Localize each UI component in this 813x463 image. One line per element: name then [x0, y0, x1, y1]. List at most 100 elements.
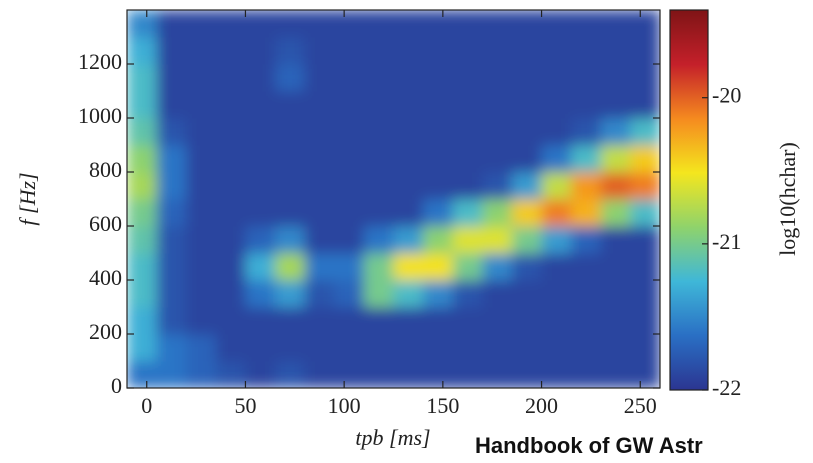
- heat-cell: [304, 253, 335, 281]
- heat-cell: [541, 172, 572, 200]
- heat-cell: [393, 118, 424, 146]
- heat-cell: [245, 118, 276, 146]
- heat-cell: [156, 145, 187, 173]
- heat-cell: [393, 226, 424, 254]
- heat-cell: [423, 361, 454, 388]
- heat-cell: [127, 91, 158, 119]
- heat-cell: [452, 145, 483, 173]
- heat-cell: [275, 226, 306, 254]
- heat-cell: [630, 10, 660, 38]
- heat-cell: [156, 10, 187, 38]
- heat-cell: [275, 280, 306, 308]
- heat-cell: [156, 280, 187, 308]
- heat-cell: [452, 307, 483, 335]
- heat-cell: [215, 253, 246, 281]
- heat-cell: [393, 172, 424, 200]
- heat-cell: [482, 64, 513, 92]
- heat-cell: [511, 226, 543, 254]
- heat-cell: [186, 10, 217, 38]
- heat-cell: [393, 145, 424, 173]
- heat-cell: [393, 37, 424, 65]
- heat-cell: [215, 118, 246, 146]
- heat-cell: [334, 91, 365, 119]
- heat-cell: [423, 172, 454, 200]
- heat-cell: [511, 280, 543, 308]
- heat-cell: [245, 199, 276, 227]
- heat-cell: [600, 37, 631, 65]
- heat-cell: [630, 253, 660, 281]
- heat-cell: [156, 64, 187, 92]
- heat-cell: [275, 334, 306, 362]
- heat-cell: [334, 172, 365, 200]
- heat-cell: [334, 199, 365, 227]
- heat-cell: [541, 64, 572, 92]
- heat-cell: [186, 361, 217, 388]
- heat-cell: [630, 64, 660, 92]
- heat-cell: [363, 253, 394, 281]
- heat-cell: [275, 361, 306, 388]
- heat-cell: [275, 64, 306, 92]
- heat-cell: [423, 334, 454, 362]
- heat-cell: [423, 91, 454, 119]
- heat-cell: [482, 91, 513, 119]
- heat-cell: [245, 91, 276, 119]
- heat-cell: [215, 280, 246, 308]
- x-tick-label: 100: [328, 393, 361, 418]
- heat-cell: [186, 334, 217, 362]
- x-tick-label: 200: [525, 393, 558, 418]
- heat-cell: [482, 199, 513, 227]
- heat-cell: [363, 10, 394, 38]
- heat-cell: [245, 226, 276, 254]
- heat-cell: [393, 91, 424, 119]
- heat-cell: [571, 118, 602, 146]
- heat-cell: [156, 91, 187, 119]
- heat-cell: [571, 199, 602, 227]
- heat-cell: [334, 280, 365, 308]
- heat-cell: [482, 226, 513, 254]
- heat-cell: [452, 199, 483, 227]
- heat-cell: [304, 10, 335, 38]
- heat-cell: [571, 91, 602, 119]
- heat-cell: [541, 280, 572, 308]
- heat-cell: [334, 37, 365, 65]
- heat-cell: [482, 334, 513, 362]
- heat-cell: [541, 145, 572, 173]
- heat-cell: [186, 118, 217, 146]
- heat-cell: [482, 145, 513, 173]
- heat-cell: [245, 64, 276, 92]
- colorbar: [669, 9, 709, 391]
- heat-cell: [363, 172, 394, 200]
- heat-cell: [393, 334, 424, 362]
- heat-cell: [304, 64, 335, 92]
- colorbar-tick-label: -20: [712, 83, 741, 108]
- heat-cell: [363, 91, 394, 119]
- heat-cell: [334, 145, 365, 173]
- heat-cell: [600, 280, 631, 308]
- heat-cell: [156, 307, 187, 335]
- heat-cell: [334, 64, 365, 92]
- heat-cell: [511, 361, 543, 388]
- heat-cell: [245, 280, 276, 308]
- heat-cell: [275, 10, 306, 38]
- heat-cell: [571, 226, 602, 254]
- heat-cell: [186, 253, 217, 281]
- heat-cell: [215, 145, 246, 173]
- heat-cell: [304, 37, 335, 65]
- heat-cell: [511, 307, 543, 335]
- heat-cell: [630, 226, 660, 254]
- heat-cell: [186, 199, 217, 227]
- heat-cell: [452, 361, 483, 388]
- heat-cell: [393, 10, 424, 38]
- heat-cell: [275, 91, 306, 119]
- heat-cell: [630, 280, 660, 308]
- heat-cell: [600, 226, 631, 254]
- heat-cell: [393, 64, 424, 92]
- heat-cell: [630, 199, 660, 227]
- heat-cell: [423, 37, 454, 65]
- heat-cell: [127, 172, 158, 200]
- heat-cell: [215, 307, 246, 335]
- heat-cell: [511, 199, 543, 227]
- heat-cell: [304, 91, 335, 119]
- heat-cell: [363, 226, 394, 254]
